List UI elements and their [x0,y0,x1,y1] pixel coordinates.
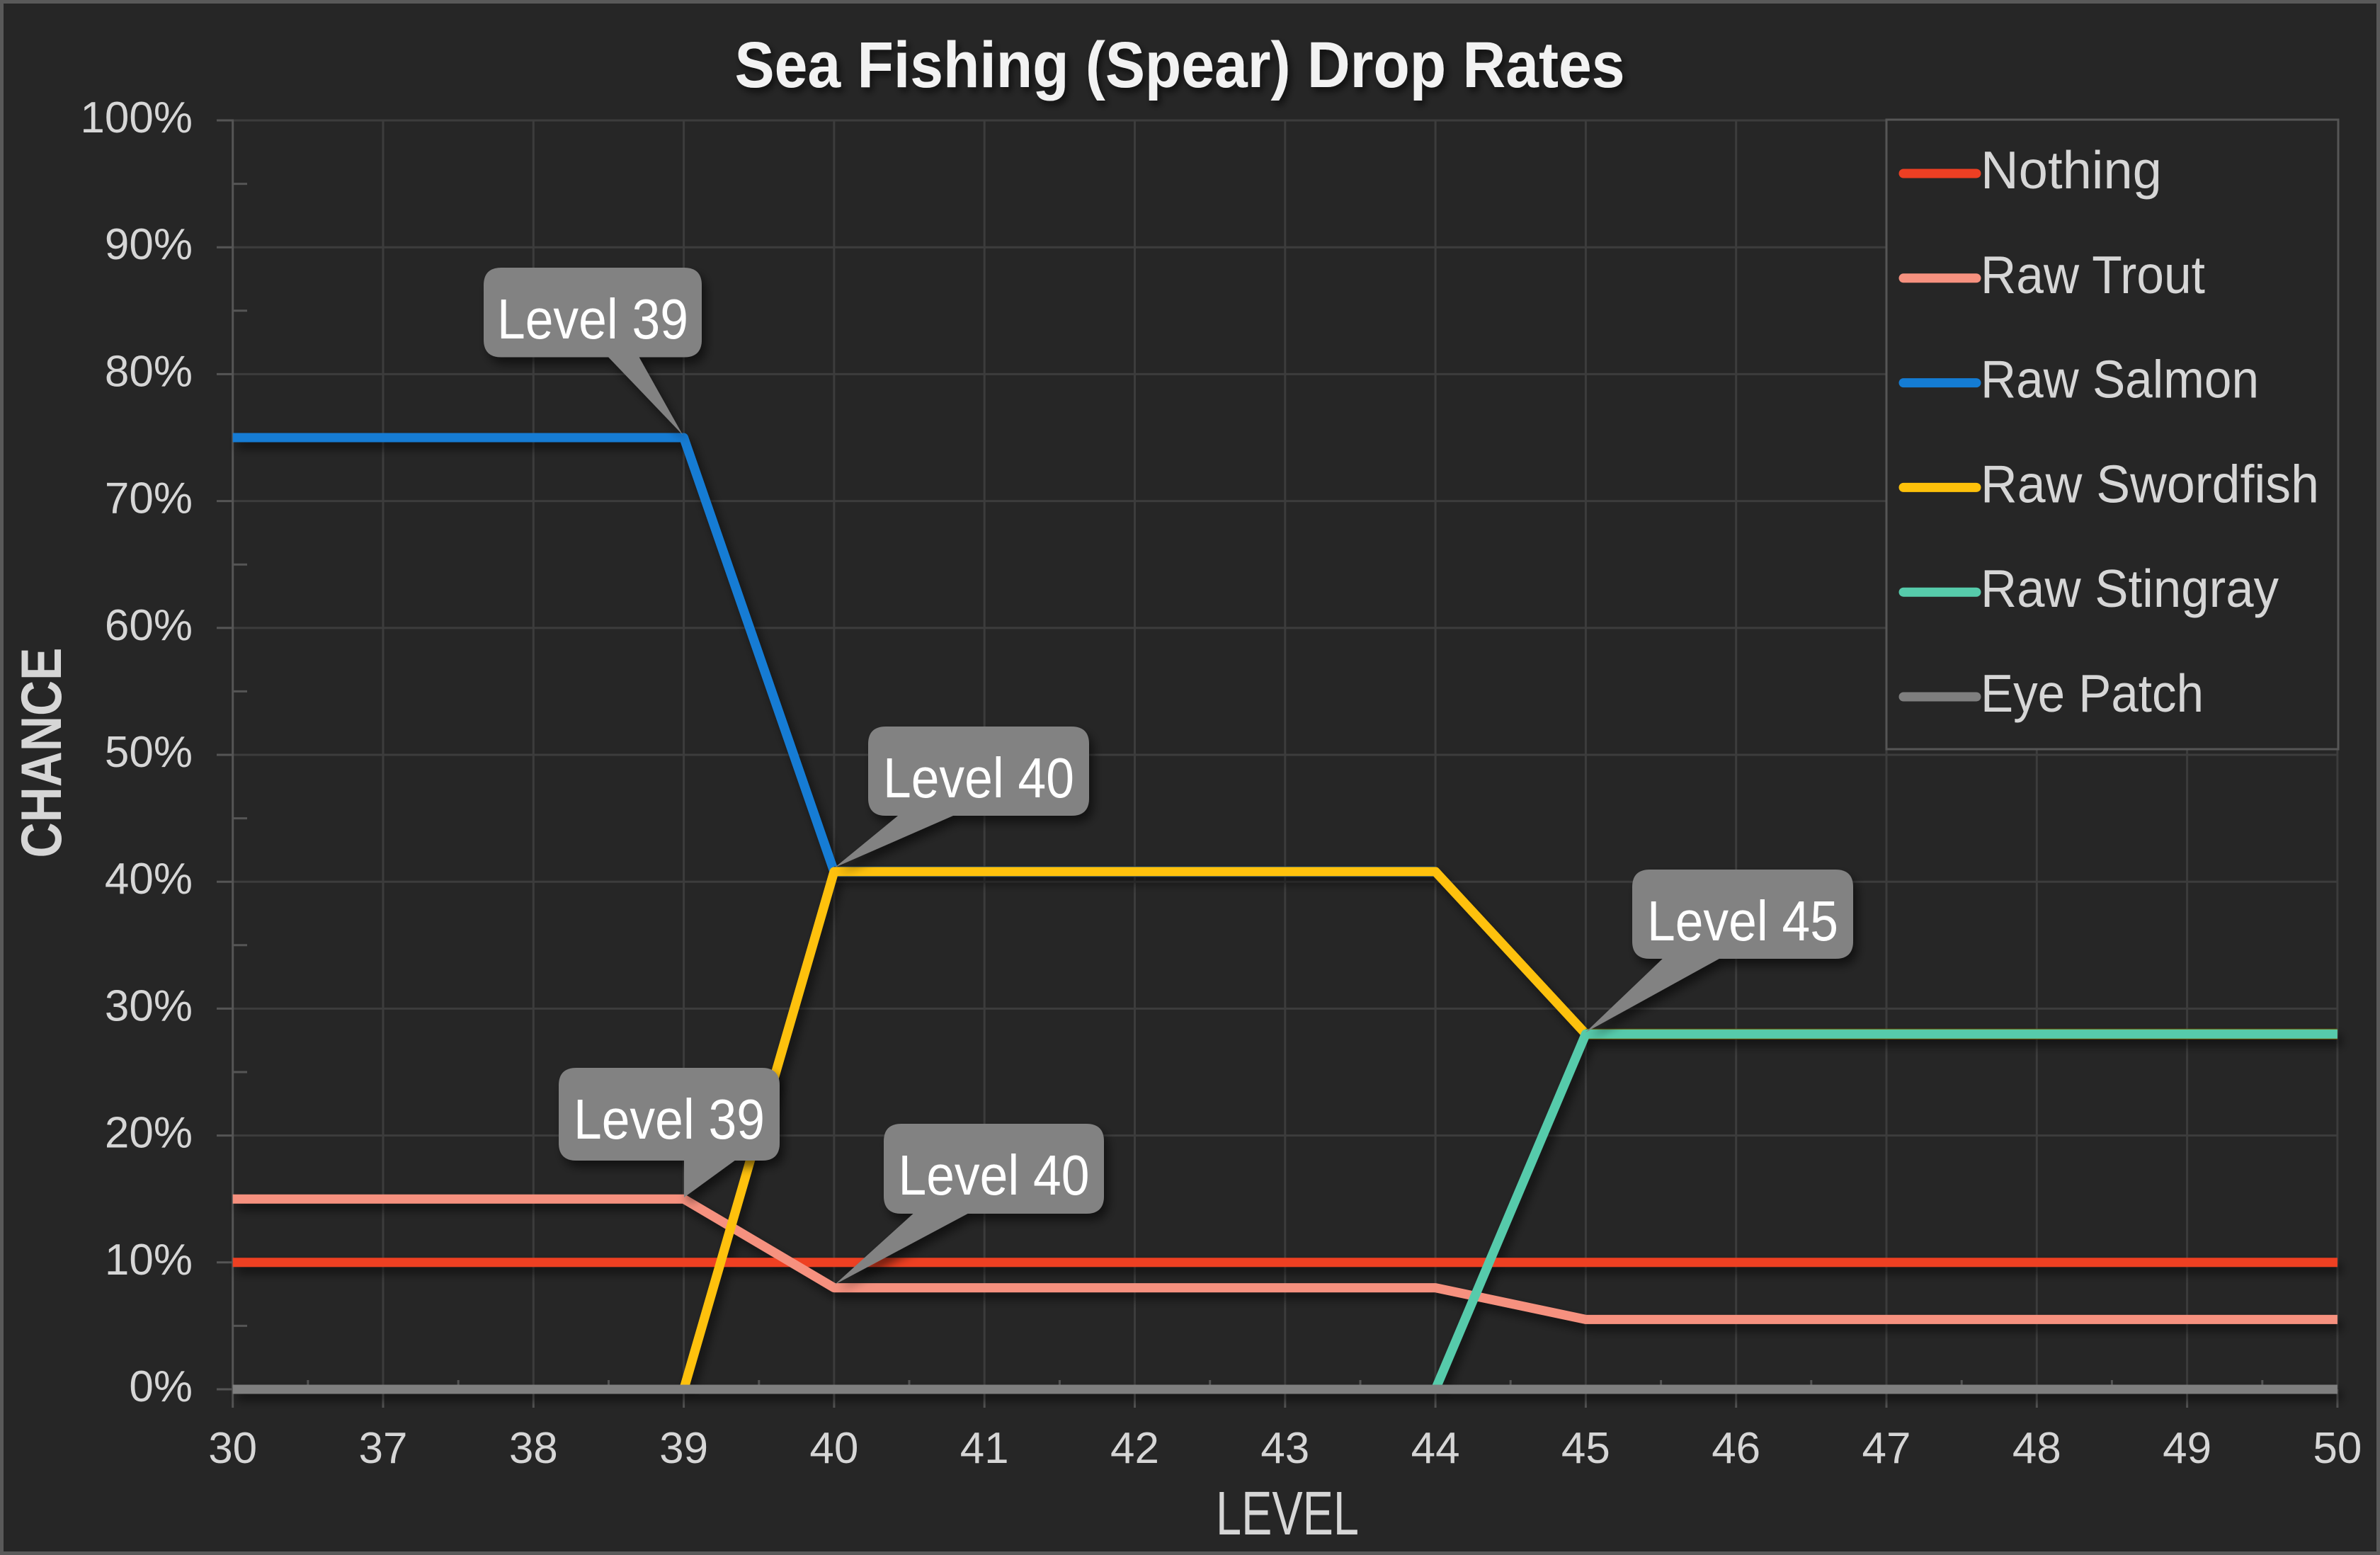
svg-text:42: 42 [1110,1424,1159,1473]
svg-text:50: 50 [2313,1424,2362,1473]
svg-text:Raw Stingray: Raw Stingray [1981,559,2279,618]
svg-text:Raw Swordfish: Raw Swordfish [1981,454,2319,513]
svg-text:Level 40: Level 40 [899,1144,1090,1207]
svg-text:100%: 100% [80,93,193,142]
svg-text:38: 38 [509,1424,558,1473]
svg-text:Eye Patch: Eye Patch [1981,663,2204,723]
svg-text:30: 30 [208,1424,257,1473]
svg-text:40: 40 [809,1424,858,1473]
svg-text:50%: 50% [105,728,193,777]
svg-text:49: 49 [2163,1424,2211,1473]
svg-text:Nothing: Nothing [1981,140,2162,200]
svg-text:20%: 20% [105,1109,193,1158]
svg-text:Level 40: Level 40 [883,746,1074,809]
svg-text:40%: 40% [105,855,193,904]
svg-text:80%: 80% [105,347,193,396]
svg-text:30%: 30% [105,981,193,1030]
svg-text:44: 44 [1411,1424,1460,1473]
svg-text:Level 39: Level 39 [497,287,688,351]
svg-text:Raw Trout: Raw Trout [1981,245,2205,304]
svg-text:48: 48 [2012,1424,2061,1473]
svg-text:CHANCE: CHANCE [10,648,74,858]
svg-text:37: 37 [359,1424,408,1473]
svg-text:47: 47 [1862,1424,1911,1473]
svg-text:60%: 60% [105,601,193,650]
svg-text:Sea Fishing (Spear) Drop Rates: Sea Fishing (Spear) Drop Rates [735,29,1625,101]
svg-text:46: 46 [1712,1424,1760,1473]
svg-text:Level 39: Level 39 [574,1088,765,1151]
svg-text:Raw Salmon: Raw Salmon [1981,350,2259,409]
svg-text:70%: 70% [105,474,193,523]
svg-text:0%: 0% [129,1362,193,1411]
svg-text:41: 41 [960,1424,1009,1473]
svg-text:45: 45 [1561,1424,1610,1473]
svg-text:10%: 10% [105,1236,193,1285]
svg-text:39: 39 [659,1424,708,1473]
svg-text:Level 45: Level 45 [1647,889,1838,952]
svg-text:90%: 90% [105,220,193,269]
svg-text:LEVEL: LEVEL [1216,1479,1359,1548]
svg-text:43: 43 [1260,1424,1309,1473]
